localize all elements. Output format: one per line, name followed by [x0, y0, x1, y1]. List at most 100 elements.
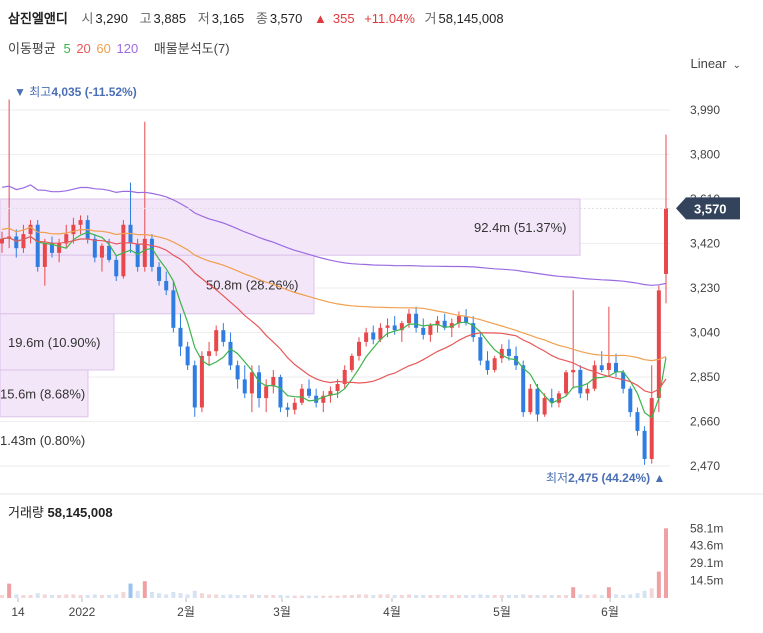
- volume-bar: [164, 594, 169, 598]
- candle-body: [642, 430, 647, 459]
- volume-bar: [614, 594, 619, 598]
- volume-bar: [435, 595, 440, 598]
- candle-body: [214, 330, 219, 352]
- volume-profile-label: 19.6m (10.90%): [8, 335, 101, 350]
- volume-bar: [364, 594, 369, 598]
- volume-bar: [399, 595, 404, 598]
- volume-value: 58,145,008: [438, 11, 504, 26]
- candle-body: [121, 224, 126, 277]
- candle-body: [321, 395, 326, 403]
- volume-bar: [585, 595, 590, 598]
- y-tick-label: 2,470: [690, 459, 720, 473]
- volume-bar: [35, 593, 40, 598]
- candle-body: [421, 327, 426, 335]
- volume-tick-label: 14.5m: [690, 574, 723, 588]
- candle-body: [99, 245, 104, 258]
- open-label: 시: [81, 11, 94, 26]
- scale-dropdown[interactable]: Linear ⌄: [690, 56, 741, 71]
- candle-body: [371, 332, 376, 340]
- volume-bar: [242, 595, 247, 598]
- candle-body: [185, 346, 190, 366]
- candle-body: [57, 243, 62, 253]
- candle-body: [192, 365, 197, 408]
- volume-bar: [278, 595, 283, 598]
- ma-20-label: 20: [76, 41, 91, 56]
- volume-bar: [64, 594, 69, 598]
- volume-tick-label: 29.1m: [690, 556, 723, 570]
- max-price-marker: ▼ 최고4,035 (-11.52%): [14, 85, 137, 99]
- volume-bar: [307, 595, 312, 598]
- volume-label: 거: [424, 11, 437, 26]
- volume-bar: [107, 595, 112, 598]
- volume-profile-bar: [0, 254, 315, 315]
- low-price: 3,165: [211, 11, 245, 26]
- candle-body: [64, 234, 69, 244]
- candle-body: [442, 320, 447, 328]
- volume-bar: [192, 590, 197, 598]
- volume-bar: [99, 595, 104, 598]
- volume-bar: [328, 595, 333, 598]
- volume-bar: [464, 595, 469, 598]
- volume-bar: [121, 592, 126, 598]
- volume-profile-label[interactable]: 매물분석도(7): [153, 41, 230, 56]
- volume-bar: [392, 595, 397, 598]
- last-price-label: 3,570: [694, 201, 727, 216]
- volume-bar: [571, 587, 576, 598]
- candle-body: [435, 320, 440, 326]
- volume-bar: [649, 588, 654, 598]
- volume-bar: [0, 595, 4, 598]
- x-tick-label: 3월: [273, 605, 291, 619]
- volume-bar: [49, 595, 54, 598]
- candle-body: [349, 355, 354, 370]
- volume-bar: [271, 595, 276, 598]
- candle-body: [0, 238, 4, 244]
- volume-bar: [578, 594, 583, 598]
- volume-profile-bar: [0, 313, 115, 371]
- volume-panel-label: 거래량: [8, 505, 44, 520]
- close-label: 종: [255, 11, 268, 26]
- candle-body: [628, 388, 633, 413]
- min-marker-part: 2,475: [568, 471, 601, 485]
- volume-panel-title: 거래량 58,145,008: [8, 502, 113, 521]
- candle-body: [135, 243, 140, 267]
- volume-bar: [42, 594, 47, 598]
- candle-body: [464, 316, 469, 324]
- candle-body: [456, 316, 461, 324]
- candle-body: [492, 358, 497, 370]
- candle-body: [235, 365, 240, 380]
- candle-body: [649, 398, 654, 459]
- candle-body: [207, 351, 212, 356]
- volume-bar: [621, 595, 626, 598]
- candle-body: [471, 323, 476, 338]
- candle-body: [107, 245, 112, 260]
- volume-bar: [78, 595, 83, 598]
- candle-body: [328, 391, 333, 396]
- volume-bar: [85, 595, 90, 598]
- candle-body: [271, 377, 276, 387]
- volume-bar: [428, 595, 433, 598]
- volume-bar: [606, 587, 611, 598]
- candle-body: [264, 386, 269, 399]
- volume-bar: [235, 595, 240, 598]
- candle-body: [364, 332, 369, 342]
- y-tick-label: 3,420: [690, 237, 720, 251]
- max-marker-part: ▼: [14, 85, 29, 99]
- moving-average-legend[interactable]: 이동평균 5 20 60 120 매물분석도(7): [8, 38, 234, 57]
- volume-bar: [221, 595, 226, 598]
- candle-body: [299, 388, 304, 403]
- candle-body: [449, 323, 454, 328]
- candle-body: [378, 327, 383, 340]
- candle-body: [314, 395, 319, 403]
- volume-bar: [478, 594, 483, 598]
- candle-body: [49, 243, 54, 253]
- volume-bar: [549, 595, 554, 598]
- volume-bar: [485, 595, 490, 598]
- volume-bar: [664, 528, 668, 598]
- change-arrow-icon: ▲: [314, 11, 327, 26]
- volume-bar: [414, 595, 419, 598]
- open-price: 3,290: [95, 11, 128, 26]
- candle-body: [428, 325, 433, 335]
- candle-body: [656, 290, 661, 399]
- min-marker-part: ▲: [654, 471, 666, 485]
